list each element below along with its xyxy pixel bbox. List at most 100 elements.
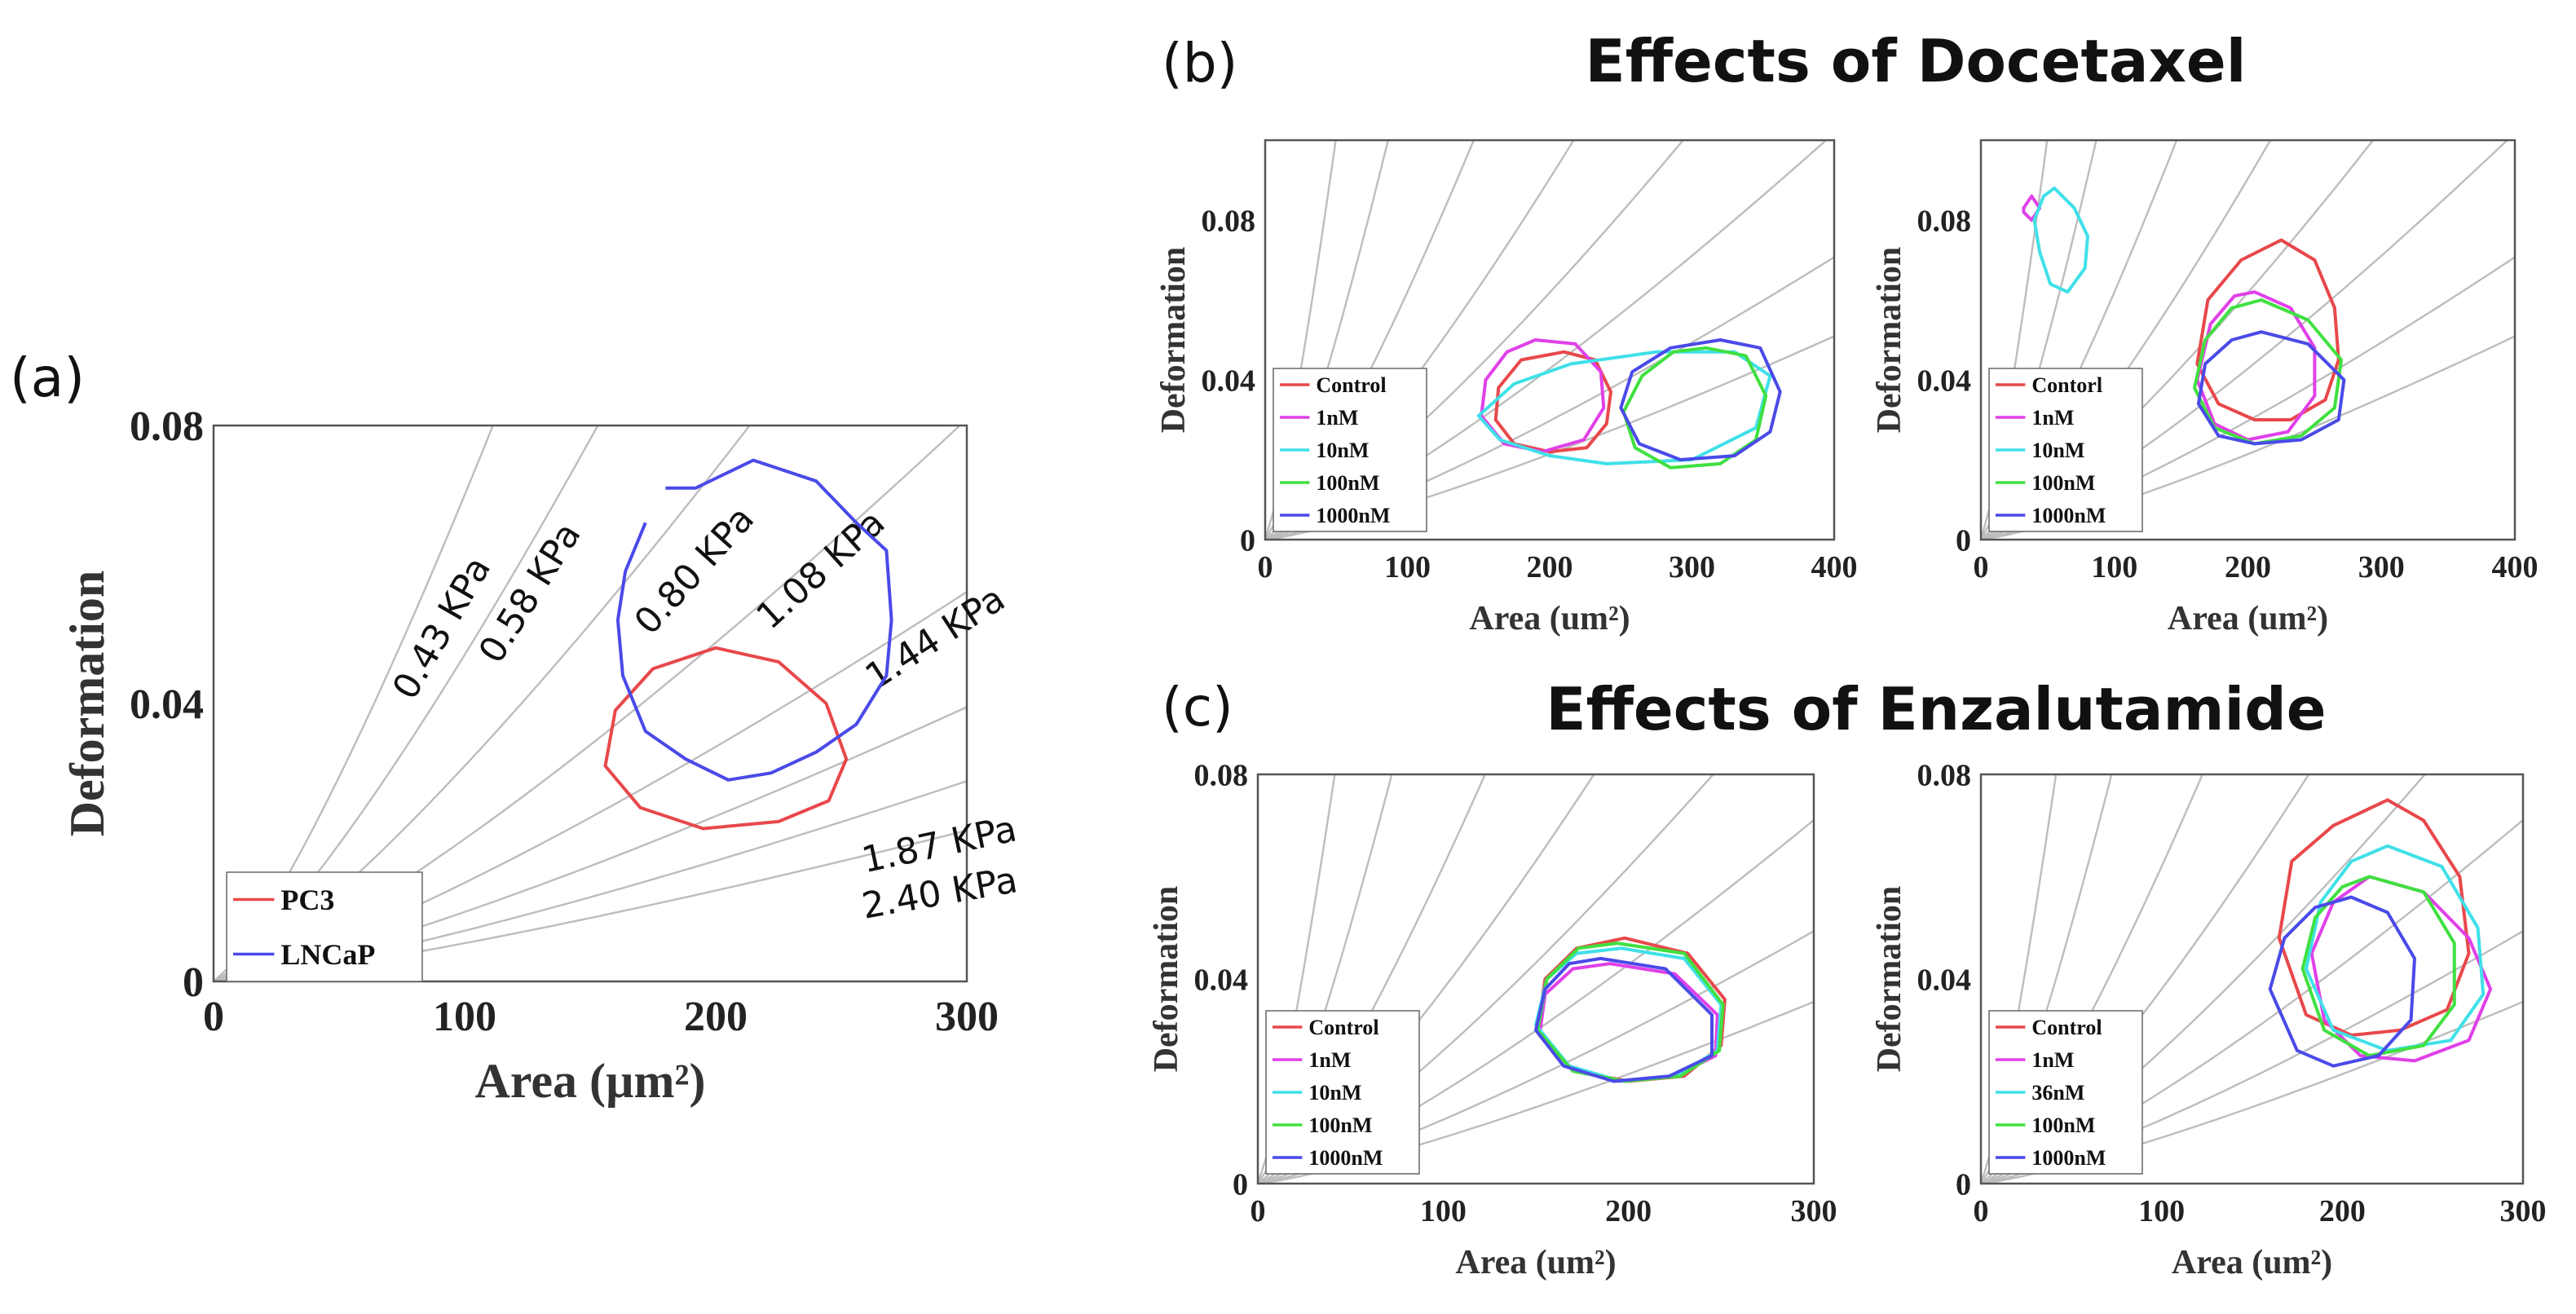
y-tick-label: 0.08 (130, 403, 204, 450)
contour-10nM (2032, 186, 2089, 294)
x-tick-label: 0 (1251, 1194, 1266, 1228)
isolines (1981, 774, 2523, 1184)
isolines (214, 426, 967, 981)
legend: Control 1nM 36nM 100nM 1000nM (1988, 1010, 2143, 1175)
legend-label: 10nM (2031, 439, 2084, 462)
legend-label: Control (1316, 373, 1386, 397)
contour-Contorl (2195, 238, 2340, 421)
legend-label: 100nM (2031, 1113, 2095, 1137)
chart-a: 0 100 200 300 0 0.04 0.08 Area (µm²) Deformation… (60, 403, 1021, 1108)
y-tick-label: 0.04 (1202, 364, 1256, 398)
plot-frame (1264, 139, 1836, 541)
legend-box (226, 871, 423, 982)
x-tick-label: 200 (684, 994, 748, 1040)
contour-Control (2277, 798, 2471, 1037)
docetaxel-title: Effects of Docetaxel (1586, 27, 2247, 95)
x-tick-label: 300 (2358, 550, 2405, 584)
y-tick-label: 0 (183, 959, 204, 1006)
legend-label: 100nM (1308, 1113, 1372, 1137)
x-tick-label: 300 (935, 994, 999, 1040)
plot-frame (1979, 773, 2525, 1185)
legend-label: 1000nM (2031, 504, 2106, 527)
contour-1nM (1480, 338, 1606, 454)
x-tick-label: 300 (1669, 550, 1715, 584)
x-tick-label: 0 (1974, 550, 1989, 584)
panel-b-letter: (b) (1162, 32, 1237, 95)
y-tick-label: 0 (1956, 1167, 1971, 1202)
isoline (1258, 774, 1336, 1184)
x-tick-label: 100 (1384, 550, 1431, 584)
x-tick-label: 100 (2138, 1194, 2185, 1228)
contour-LNCaP (615, 458, 893, 782)
legend-label: Contorl (2031, 373, 2102, 397)
legend-label: LNCaP (280, 938, 375, 971)
legend-label: 1000nM (1316, 504, 1390, 527)
y-axis-title: Deformation (1871, 247, 1908, 434)
plot-frame (1256, 773, 1815, 1185)
x-tick-label: 200 (2319, 1194, 2366, 1228)
y-tick-label: 0 (1233, 1167, 1248, 1202)
isoline (1258, 774, 1487, 1184)
chart-c-right: 0 100 200 300 0 0.04 0.08 Area (um²) Deformation… (1871, 758, 2547, 1281)
charts-group: 0 100 200 300 0 0.04 0.08 Area (µm²) Deformation… (60, 139, 2547, 1281)
contour-1000nM (2268, 895, 2416, 1068)
y-tick-label: 0.04 (1917, 963, 1972, 997)
isolines (1258, 774, 1814, 1184)
legend-label: 100nM (2031, 471, 2095, 495)
legend: PC3 LNCaP (226, 871, 423, 982)
x-tick-label: 200 (2225, 550, 2271, 584)
legend-label: 1nM (1316, 406, 1358, 430)
legend-label: 100nM (1316, 471, 1379, 495)
legend: Control 1nM 10nM 100nM 1000nM (1273, 368, 1427, 532)
x-axis-title: Area (um²) (2168, 600, 2328, 637)
x-tick-label: 0 (1258, 550, 1273, 584)
y-tick-label: 0 (1956, 523, 1971, 558)
x-tick-label: 100 (433, 994, 496, 1040)
legend-label: 1000nM (1308, 1146, 1383, 1170)
x-tick-label: 100 (2091, 550, 2137, 584)
legend-label: 36nM (2031, 1081, 2084, 1105)
y-tick-label: 0 (1240, 523, 1255, 558)
contour-1000nM (2196, 330, 2346, 446)
isoline (1981, 774, 2113, 1184)
contour-100nM (2193, 298, 2344, 446)
legend-label: 10nM (1308, 1081, 1361, 1105)
isoline (214, 426, 494, 981)
x-axis-title: Area (um²) (1455, 1244, 1616, 1281)
legend-label: 1nM (2031, 1048, 2074, 1072)
chart-b-left: 0 100 200 300 400 0 0.04 0.08 Area (um²) Deformat… (1155, 139, 1858, 637)
contour-Control (1493, 350, 1612, 454)
legend: Contorl 1nM 10nM 100nM 1000nM (1988, 368, 2143, 532)
chart-c-left: 0 100 200 300 0 0.04 0.08 Area (um²) Deformation… (1148, 758, 1837, 1281)
contour-PC3 (603, 646, 849, 831)
y-axis-title: Deformation (1871, 886, 1908, 1073)
x-tick-label: 100 (1420, 1194, 1467, 1228)
legend-label: PC3 (280, 884, 334, 916)
isoline (214, 426, 599, 981)
contour-1000nM (1534, 956, 1714, 1083)
x-tick-label: 300 (2500, 1194, 2547, 1228)
panel-c-letter: (c) (1162, 676, 1233, 739)
x-tick-label: 300 (1791, 1194, 1837, 1228)
x-tick-label: 0 (1974, 1194, 1989, 1228)
y-axis-title: Deformation (1155, 247, 1193, 434)
y-tick-label: 0.08 (1202, 204, 1256, 238)
y-tick-label: 0.08 (1917, 758, 1972, 792)
contour-36nM (2305, 844, 2486, 1052)
isoline (1258, 774, 1393, 1184)
x-axis-title: Area (µm²) (474, 1054, 705, 1108)
y-tick-label: 0.04 (1194, 963, 1249, 997)
plot-frame (212, 424, 968, 983)
x-tick-label: 0 (203, 994, 224, 1040)
x-axis-title: Area (um²) (2172, 1244, 2332, 1281)
legend-box (1988, 1010, 2143, 1175)
legend: Control 1nM 10nM 100nM 1000nM (1265, 1010, 1420, 1175)
isoline-label: 1.44 KPa (858, 578, 1012, 699)
contour-100nM (2300, 875, 2456, 1058)
x-tick-label: 200 (1527, 550, 1573, 584)
x-tick-label: 400 (2492, 550, 2539, 584)
contour-1nM (2309, 875, 2493, 1063)
legend-label: Control (2031, 1016, 2102, 1039)
plot-frame (1979, 139, 2516, 541)
